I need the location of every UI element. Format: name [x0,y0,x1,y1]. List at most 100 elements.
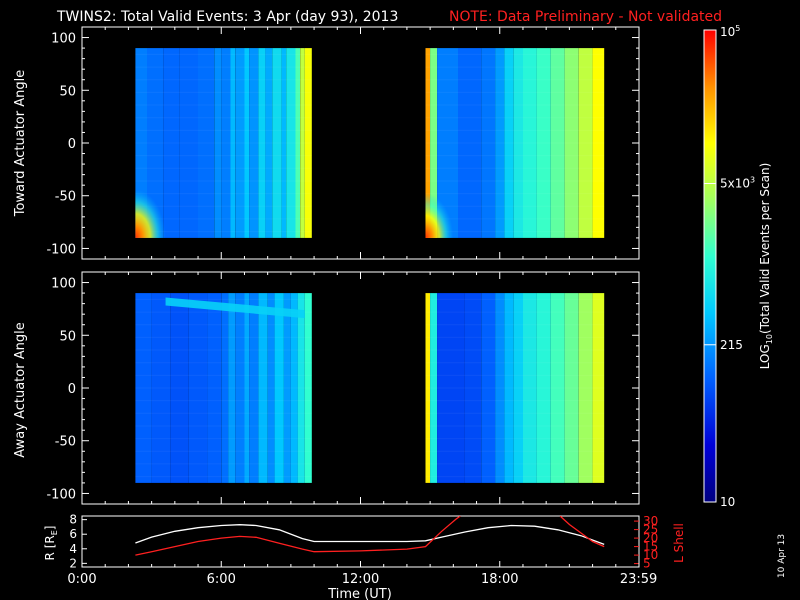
toward-segment-0-column [214,48,222,238]
orbit-left-tick-label: 2 [69,556,77,570]
away-segment-0-column [207,293,222,483]
toward-segment-0-column [163,48,180,238]
orbit-right-tick-label: 30 [643,514,658,528]
preliminary-note: NOTE: Data Preliminary - Not validated [449,9,722,25]
away-ytick-label: -50 [55,435,76,450]
away-segment-1-column [481,293,496,483]
colorbar-scale [703,29,717,503]
toward-segment-0-column [249,48,259,238]
date-stamp: 10 Apr 13 [777,534,787,578]
away-segment-0-column [244,293,250,483]
toward-ytick-label: 50 [59,84,76,99]
x-tick-label: 0:00 [67,572,96,587]
toward-segment-0-column [295,48,301,238]
away-segment-0-column [188,293,208,483]
orbit-right-tick-label: 20 [643,531,658,545]
away-ytick-label: 100 [51,277,76,292]
away-segment-1-column [550,293,565,483]
away-segment-0-column [283,293,291,483]
colorbar-tick-exponent: 3 [750,176,755,185]
toward-segment-0-column [235,48,245,238]
toward-segment-1-column [504,48,514,238]
toward-y-label: Toward Actuator Angle [13,70,28,217]
colorbar-tick-label: 10 [720,495,735,509]
colorbar-tick-base: 10 [720,495,735,509]
colorbar-tick-label: 5x103 [720,176,755,191]
toward-segment-1-column [481,48,496,238]
away-segment-0-column [258,293,268,483]
away-ytick-label: 0 [68,382,76,397]
away-segment-0-column [297,293,305,483]
toward-segment-1-column [425,48,431,238]
orbit-lines [135,516,605,556]
away-ytick-label: -100 [46,487,76,502]
l-shell-line [559,516,605,548]
toward-segment-1-column [523,48,537,238]
toward-segment-1-low-angle-glow [425,193,454,238]
away-segment-0-column [290,293,298,483]
away-y-axis: 100 50 0 -50 -100 [46,272,640,504]
toward-segment-0-column [300,48,305,238]
orbit-left-tick-label: 4 [69,542,77,556]
away-segment-1-column [523,293,537,483]
radial-distance-line [135,524,605,546]
figure-title: TWINS2: Total Valid Events: 3 Apr (day 9… [56,9,398,25]
away-segment-1-column [504,293,514,483]
l-shell-line [135,516,461,556]
away-segment-0-column [249,293,259,483]
colorbar-tick-base: 215 [720,338,743,352]
toward-angle-panel: 100 50 0 -50 -100 Toward Actuator Angle [13,26,640,260]
toward-segment-1-column [495,48,505,238]
x-tick-label: 23:59 [620,572,657,587]
away-ytick-label: 50 [59,329,76,344]
toward-heatmap [135,48,605,238]
toward-segment-1-column [430,48,438,238]
orbit-right-tick-label: 10 [643,548,658,562]
away-segment-1-column [564,293,579,483]
away-segment-1-column [536,293,551,483]
orbit-right-label: L Shell [672,523,686,563]
toward-segment-0-low-angle-glow [135,189,166,238]
toward-segment-0-column [198,48,215,238]
away-segment-0-column [304,293,312,483]
toward-segment-0-column [135,48,147,238]
toward-segment-0-column [304,48,312,238]
toward-y-axis: 100 50 0 -50 -100 [46,27,640,259]
colorbar-label: LOG10(Total Valid Events per Scan) [758,163,774,370]
toward-segment-0-column [221,48,231,238]
away-segment-0-column [228,293,236,483]
toward-segment-1-column [458,48,482,238]
toward-segment-1-column [437,48,458,238]
orbit-right-tick-label: 25 [643,523,658,537]
away-segment-1-column [495,293,505,483]
away-angle-panel: 100 50 0 -50 -100 Away Actuator Angle [13,271,640,505]
toward-segment-1-column [592,48,605,238]
away-segment-0-column [151,293,171,483]
toward-ytick-label: 100 [51,32,76,47]
away-segment-0-column [274,293,284,483]
toward-segment-0-column [286,48,296,238]
toward-segment-1-column [550,48,565,238]
colorbar-tick-exponent: 5 [735,24,740,33]
away-segment-0-column [235,293,245,483]
away-segment-1-column [464,293,482,483]
away-segment-1-column [578,293,593,483]
orbit-right-tick-label: 5 [643,557,651,571]
away-segment-1-column [425,293,431,483]
colorbar-tick-label: 215 [720,338,743,352]
away-heatmap [135,293,605,483]
away-segment-0-column [221,293,229,483]
orbit-right-tick-label: 15 [643,540,658,554]
away-segment-0-column [170,293,189,483]
away-y-label: Away Actuator Angle [13,322,28,457]
orbit-left-tick-label: 8 [69,513,77,527]
toward-ytick-label: 0 [68,137,76,152]
orbit-left-tick-label: 6 [69,527,77,541]
toward-segment-1-column [578,48,593,238]
toward-segment-1-column [564,48,579,238]
